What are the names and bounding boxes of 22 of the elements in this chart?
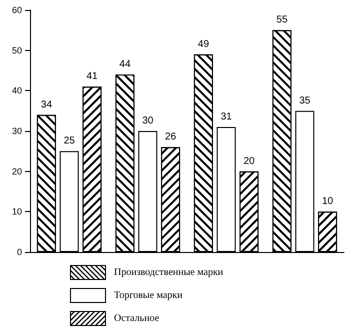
legend-label: Производственные марки — [114, 267, 224, 278]
data-label: 10 — [322, 196, 334, 208]
data-label: 31 — [220, 111, 232, 122]
y-tick-label: 10 — [12, 206, 22, 217]
data-label: 30 — [142, 116, 154, 126]
legend-label: Остальное — [114, 313, 160, 324]
y-tick-label: 30 — [12, 126, 22, 136]
y-tick-label: 0 — [16, 247, 22, 257]
data-label: 55 — [276, 14, 288, 26]
y-tick-label: 40 — [12, 86, 22, 96]
data-label: 49 — [198, 38, 210, 50]
y-tick-label: 20 — [12, 166, 22, 176]
data-label: 25 — [64, 136, 76, 147]
y-tick-label: 60 — [12, 5, 22, 15]
data-label: 44 — [119, 59, 131, 70]
data-label: 41 — [86, 71, 98, 82]
data-label: 35 — [299, 95, 311, 106]
data-label: 34 — [40, 99, 52, 110]
y-tick-label: 50 — [12, 45, 22, 56]
data-label: 20 — [243, 156, 256, 167]
legend-label: Торговые марки — [114, 290, 182, 301]
data-label: 26 — [164, 132, 177, 143]
